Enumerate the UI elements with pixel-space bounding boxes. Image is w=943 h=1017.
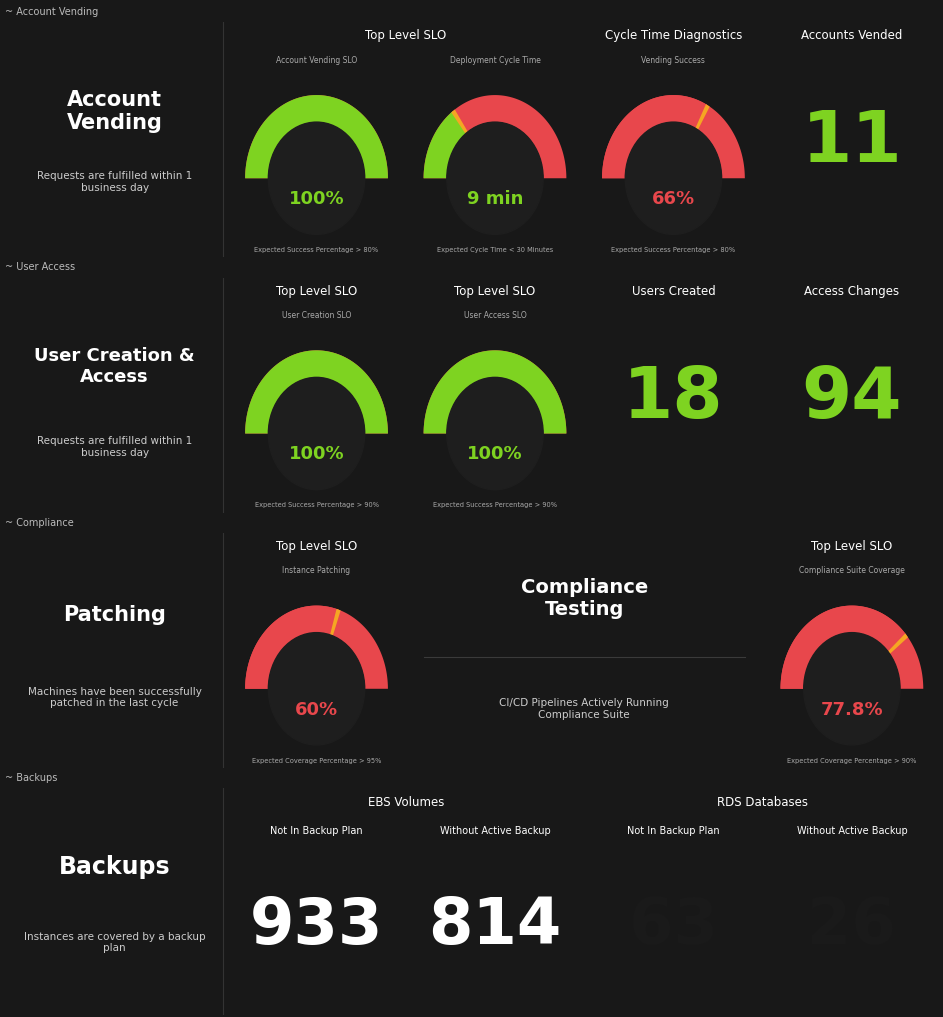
- Text: Vending Success: Vending Success: [641, 56, 705, 64]
- Text: Without Active Backup: Without Active Backup: [797, 826, 907, 836]
- Polygon shape: [423, 350, 567, 433]
- Circle shape: [625, 122, 721, 234]
- Text: Compliance Suite Coverage: Compliance Suite Coverage: [799, 566, 905, 575]
- Text: ~ Backups: ~ Backups: [5, 773, 58, 783]
- Text: Without Active Backup: Without Active Backup: [439, 826, 551, 836]
- Polygon shape: [245, 95, 388, 178]
- Polygon shape: [245, 605, 388, 689]
- Text: 60%: 60%: [295, 701, 339, 719]
- Text: Expected Cycle Time < 30 Minutes: Expected Cycle Time < 30 Minutes: [437, 247, 554, 253]
- Circle shape: [488, 170, 502, 186]
- Text: 100%: 100%: [289, 190, 344, 208]
- Text: Top Level SLO: Top Level SLO: [365, 29, 446, 43]
- Text: Access Changes: Access Changes: [804, 285, 900, 298]
- Text: Cycle Time Diagnostics: Cycle Time Diagnostics: [604, 29, 742, 43]
- Text: Instances are covered by a backup
plan: Instances are covered by a backup plan: [24, 932, 206, 953]
- Circle shape: [488, 425, 502, 441]
- Text: 94: 94: [802, 364, 902, 432]
- Circle shape: [269, 633, 365, 744]
- Text: User Creation &
Access: User Creation & Access: [34, 348, 195, 386]
- Text: Expected Success Percentage > 80%: Expected Success Percentage > 80%: [611, 247, 736, 253]
- Text: Not In Backup Plan: Not In Backup Plan: [627, 826, 720, 836]
- Text: Top Level SLO: Top Level SLO: [811, 540, 892, 553]
- Text: 66%: 66%: [652, 190, 695, 208]
- Text: RDS Databases: RDS Databases: [718, 795, 808, 809]
- Text: 9 min: 9 min: [467, 190, 523, 208]
- Text: 26: 26: [807, 896, 897, 957]
- Text: Top Level SLO: Top Level SLO: [455, 285, 536, 298]
- Text: Expected Coverage Percentage > 90%: Expected Coverage Percentage > 90%: [787, 758, 917, 764]
- Text: Expected Coverage Percentage > 95%: Expected Coverage Percentage > 95%: [252, 758, 381, 764]
- Circle shape: [447, 122, 543, 234]
- Text: 100%: 100%: [289, 445, 344, 464]
- Text: 933: 933: [250, 896, 383, 957]
- Text: CI/CD Pipelines Actively Running
Compliance Suite: CI/CD Pipelines Actively Running Complia…: [500, 699, 670, 720]
- Text: Requests are fulfilled within 1
business day: Requests are fulfilled within 1 business…: [37, 436, 192, 458]
- Circle shape: [803, 633, 900, 744]
- Text: 18: 18: [623, 364, 723, 432]
- Text: Expected Success Percentage > 90%: Expected Success Percentage > 90%: [433, 502, 557, 508]
- Polygon shape: [888, 634, 908, 654]
- Text: Compliance
Testing: Compliance Testing: [521, 578, 648, 619]
- Text: 11: 11: [802, 109, 902, 177]
- Text: User Creation SLO: User Creation SLO: [282, 311, 351, 319]
- Polygon shape: [602, 95, 708, 178]
- Text: Users Created: Users Created: [632, 285, 716, 298]
- Text: Top Level SLO: Top Level SLO: [276, 285, 357, 298]
- Text: 100%: 100%: [467, 445, 522, 464]
- Text: Expected Success Percentage > 90%: Expected Success Percentage > 90%: [255, 502, 378, 508]
- Text: Accounts Vended: Accounts Vended: [802, 29, 902, 43]
- Polygon shape: [423, 350, 567, 433]
- Polygon shape: [695, 104, 710, 130]
- Circle shape: [269, 377, 365, 489]
- Text: User Access SLO: User Access SLO: [464, 311, 526, 319]
- Polygon shape: [245, 350, 388, 433]
- Circle shape: [667, 170, 681, 186]
- Polygon shape: [330, 609, 340, 636]
- Text: EBS Volumes: EBS Volumes: [368, 795, 444, 809]
- Text: Instance Patching: Instance Patching: [283, 566, 351, 575]
- Polygon shape: [423, 95, 567, 178]
- Polygon shape: [245, 605, 339, 689]
- Text: ~ User Access: ~ User Access: [5, 262, 74, 273]
- Text: Backups: Backups: [58, 855, 171, 880]
- Circle shape: [309, 680, 323, 697]
- Text: Not In Backup Plan: Not In Backup Plan: [271, 826, 363, 836]
- Polygon shape: [245, 95, 388, 178]
- Text: Machines have been successfully
patched in the last cycle: Machines have been successfully patched …: [27, 686, 202, 708]
- Text: Account
Vending: Account Vending: [67, 89, 162, 133]
- Polygon shape: [781, 605, 906, 689]
- Polygon shape: [423, 111, 467, 178]
- Text: Expected Success Percentage > 80%: Expected Success Percentage > 80%: [255, 247, 378, 253]
- Polygon shape: [245, 350, 388, 433]
- Circle shape: [845, 680, 859, 697]
- Text: Top Level SLO: Top Level SLO: [276, 540, 357, 553]
- Text: Patching: Patching: [63, 605, 166, 625]
- Text: 63: 63: [629, 896, 718, 957]
- Polygon shape: [452, 110, 468, 134]
- Text: 77.8%: 77.8%: [820, 701, 884, 719]
- Circle shape: [447, 377, 543, 489]
- Text: 814: 814: [428, 896, 562, 957]
- Text: Account Vending SLO: Account Vending SLO: [276, 56, 357, 64]
- Text: ~ Account Vending: ~ Account Vending: [5, 7, 98, 17]
- Circle shape: [269, 122, 365, 234]
- Text: ~ Compliance: ~ Compliance: [5, 518, 74, 528]
- Polygon shape: [781, 605, 923, 689]
- Circle shape: [309, 425, 323, 441]
- Text: Deployment Cycle Time: Deployment Cycle Time: [450, 56, 540, 64]
- Polygon shape: [602, 95, 745, 178]
- Text: Requests are fulfilled within 1
business day: Requests are fulfilled within 1 business…: [37, 171, 192, 193]
- Circle shape: [309, 170, 323, 186]
